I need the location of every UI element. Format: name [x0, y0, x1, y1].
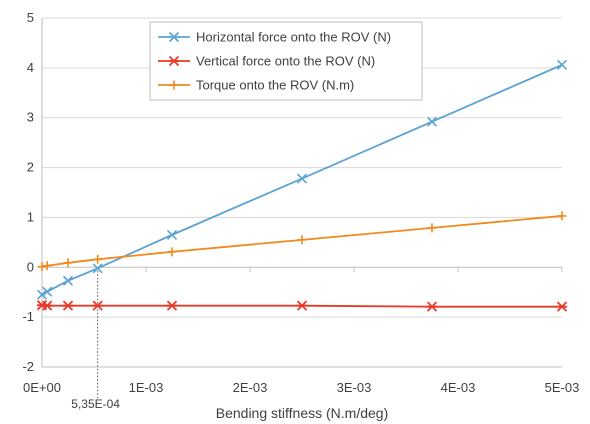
data-point: [166, 300, 178, 311]
x-tick-label: 2E-03: [233, 380, 268, 395]
data-point: [556, 301, 568, 312]
data-point: [166, 229, 178, 240]
x-tick-label: 0E+00: [23, 380, 61, 395]
x-tick-label: 1E-03: [129, 380, 164, 395]
y-tick-label: 2: [27, 160, 34, 175]
data-point: [296, 173, 308, 184]
data-point: [296, 300, 308, 311]
legend-label: Horizontal force onto the ROV (N): [196, 30, 391, 45]
y-tick-label: -2: [22, 359, 34, 374]
data-point: [42, 286, 53, 297]
data-point: [168, 31, 180, 43]
y-tick-label: 5: [27, 10, 34, 25]
data-point: [62, 300, 74, 311]
y-tick-label: -1: [22, 309, 34, 324]
x-tick-label: 4E-03: [441, 380, 476, 395]
series-2: [36, 300, 568, 312]
legend-item: Horizontal force onto the ROV (N): [158, 30, 391, 45]
data-point: [426, 301, 438, 312]
data-point: [426, 116, 438, 127]
data-point: [42, 300, 53, 311]
data-point: [556, 59, 568, 70]
series-layer: [36, 59, 568, 312]
legend-item: Vertical force onto the ROV (N): [158, 54, 375, 69]
series-3: [37, 211, 567, 272]
legend: Horizontal force onto the ROV (N) Vertica…: [149, 21, 423, 101]
data-point: [427, 223, 437, 233]
legend-label: Vertical force onto the ROV (N): [196, 54, 375, 69]
data-point: [557, 211, 567, 221]
data-point: [167, 247, 177, 257]
x-tick-label: 3E-03: [337, 380, 372, 395]
data-point: [92, 263, 103, 274]
data-point: [36, 289, 48, 300]
y-tick-label: 0: [27, 259, 34, 274]
data-point: [62, 275, 74, 286]
data-point: [297, 235, 307, 245]
annotation-label: 5,35E-04: [71, 397, 120, 411]
data-point: [63, 258, 73, 268]
legend-item: Torque onto the ROV (N.m): [158, 78, 354, 93]
y-tick-label: 4: [27, 60, 34, 75]
legend-box: [149, 21, 423, 101]
annotation: 5,35E-04: [71, 267, 120, 411]
data-point: [93, 254, 103, 264]
series-line: [41, 64, 563, 296]
series-1: [36, 59, 568, 300]
data-point: [169, 80, 179, 90]
y-tick-label: 3: [27, 110, 34, 125]
data-point: [92, 300, 103, 311]
x-tick-label: 5E-03: [545, 380, 580, 395]
data-point: [42, 261, 52, 271]
x-axis-title: Bending stiffness (N.m/deg): [216, 405, 389, 421]
legend-label: Torque onto the ROV (N.m): [196, 78, 354, 93]
data-point: [168, 55, 180, 67]
axes: -2 -1 0 1 2 3 4 5 0E+00 1E-03 2E-03 3E-03 4E-03 5E-03: [22, 10, 579, 395]
data-point: [37, 262, 47, 272]
y-tick-label: 1: [27, 209, 34, 224]
